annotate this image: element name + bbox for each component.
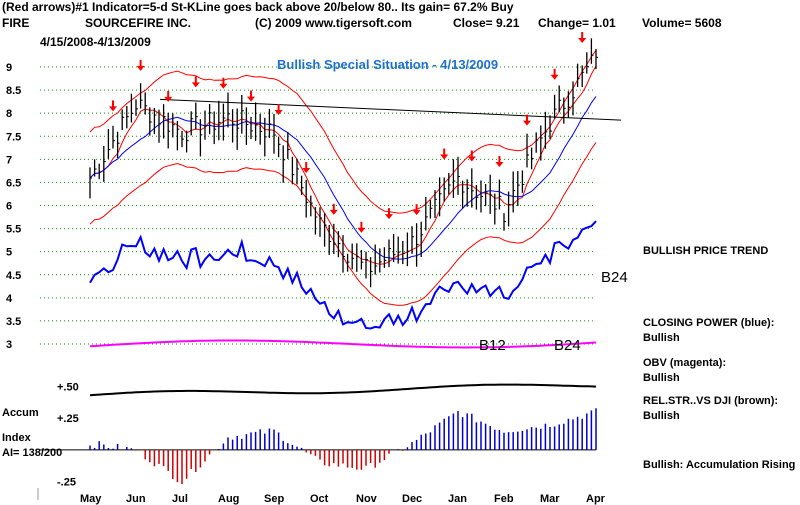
y-tick-label: 8.5: [6, 85, 21, 97]
accum-label: Accum: [2, 407, 39, 419]
sell-arrow-head: [495, 162, 504, 168]
y-tick-label: 3: [6, 339, 12, 351]
chart-title: Bullish Special Situation - 4/13/2009: [277, 57, 498, 72]
header-indicator-line: (Red arrows)#1 Indicator=5-d St-KLine go…: [2, 0, 514, 14]
y-tick-label: 9: [6, 62, 12, 74]
sell-arrow-head: [523, 120, 531, 126]
side-note-rs-value: Bullish: [643, 410, 680, 422]
signal-arrows: [109, 31, 587, 233]
side-note-cp-value: Bullish: [643, 332, 680, 344]
annotation-b24-upper: B24: [601, 269, 628, 286]
y-tick-label: 7: [6, 154, 12, 166]
month-label: Jun: [126, 493, 146, 505]
y-tick-label: 7.5: [6, 131, 21, 143]
closing-power-line: [89, 220, 597, 330]
side-note-obv-title: OBV (magenta):: [643, 357, 726, 369]
sell-arrow-head: [440, 154, 449, 160]
price-axis-ticks: 9 8.5 8 7.5 7 6.5 6 5.5 5 4.5 4 3.5 3: [6, 62, 21, 351]
short-ma-line: [89, 65, 597, 265]
sell-arrow-head: [302, 168, 311, 174]
month-label: Nov: [356, 493, 378, 505]
side-note-accum: Bullish: Accumulation Rising: [643, 459, 795, 471]
sell-arrow-head: [274, 110, 283, 116]
annotation-b12: B12: [479, 337, 506, 354]
header-ticker: FIRE: [2, 16, 29, 30]
sell-arrow-head: [109, 106, 117, 112]
header-close: Close= 9.21: [453, 16, 520, 30]
side-note-trend: BULLISH PRICE TREND: [643, 245, 768, 257]
indicator-lines: [89, 50, 622, 349]
month-label: Feb: [494, 493, 514, 505]
month-label: Apr: [586, 493, 606, 505]
month-label: May: [80, 493, 102, 505]
sell-arrow-head: [578, 37, 587, 43]
sell-arrow-head: [191, 82, 200, 88]
header-company: SOURCEFIRE INC.: [85, 16, 191, 30]
lower-band-line: [89, 142, 597, 306]
y-tick-label: 4.5: [6, 270, 21, 282]
header-change: Change= 1.01: [538, 16, 616, 30]
side-note-obv-value: Bullish: [643, 372, 680, 384]
accum-tick-label: +.50: [57, 381, 79, 393]
header-date-range: 4/15/2008-4/13/2009: [40, 35, 151, 49]
sell-arrow-head: [412, 210, 421, 216]
accum-tick-label: -.25: [57, 477, 76, 489]
resistance-trendline: [159, 98, 622, 121]
sell-arrow-head: [219, 83, 228, 89]
sell-arrow-head: [357, 227, 366, 233]
accum-label-index: Index: [2, 432, 32, 444]
month-label: Dec: [402, 493, 422, 505]
y-tick-label: 4: [6, 293, 13, 305]
y-tick-label: 8: [6, 108, 12, 120]
sell-arrow-head: [329, 209, 338, 215]
y-tick-label: 6.5: [6, 177, 21, 189]
annotation-b24-lower: B24: [554, 337, 581, 354]
side-note-cp-title: CLOSING POWER (blue):: [643, 317, 774, 329]
y-tick-label: 5.5: [6, 224, 21, 236]
sell-arrow-head: [385, 214, 393, 220]
obv-line: [89, 339, 597, 349]
accum-ai-value: AI= 138/200: [2, 447, 62, 459]
upper-band-line: [89, 50, 597, 214]
y-tick-label: 5: [6, 247, 12, 259]
sell-arrow-head: [467, 156, 476, 162]
sell-arrow-head: [247, 96, 255, 102]
month-label: Jan: [448, 493, 467, 505]
sell-arrow-head: [550, 74, 559, 80]
sell-arrow-head: [136, 65, 145, 71]
long-ma-line: [89, 96, 597, 260]
sell-arrow-head: [164, 96, 173, 102]
accum-tick-label: +.25: [57, 413, 79, 425]
month-label: Mar: [540, 493, 560, 505]
month-label: Sep: [264, 493, 284, 505]
month-label: Jul: [172, 493, 188, 505]
price-bars: [89, 38, 598, 288]
accum-panel: +.50 +.25 -.25: [37, 381, 597, 500]
month-axis: May Jun Jul Aug Sep Oct Nov Dec Jan Feb Mar Apr: [80, 493, 606, 505]
header-volume: Volume= 5608: [642, 16, 722, 30]
month-label: Aug: [218, 493, 239, 505]
side-note-rs-title: REL.STR..VS DJI (brown):: [643, 395, 778, 407]
y-tick-label: 3.5: [6, 316, 21, 328]
y-tick-label: 6: [6, 201, 12, 213]
month-label: Oct: [310, 493, 329, 505]
header-copyright: (C) 2009 www.tigersoft.com: [255, 16, 412, 30]
rel-strength-line: [89, 383, 597, 397]
